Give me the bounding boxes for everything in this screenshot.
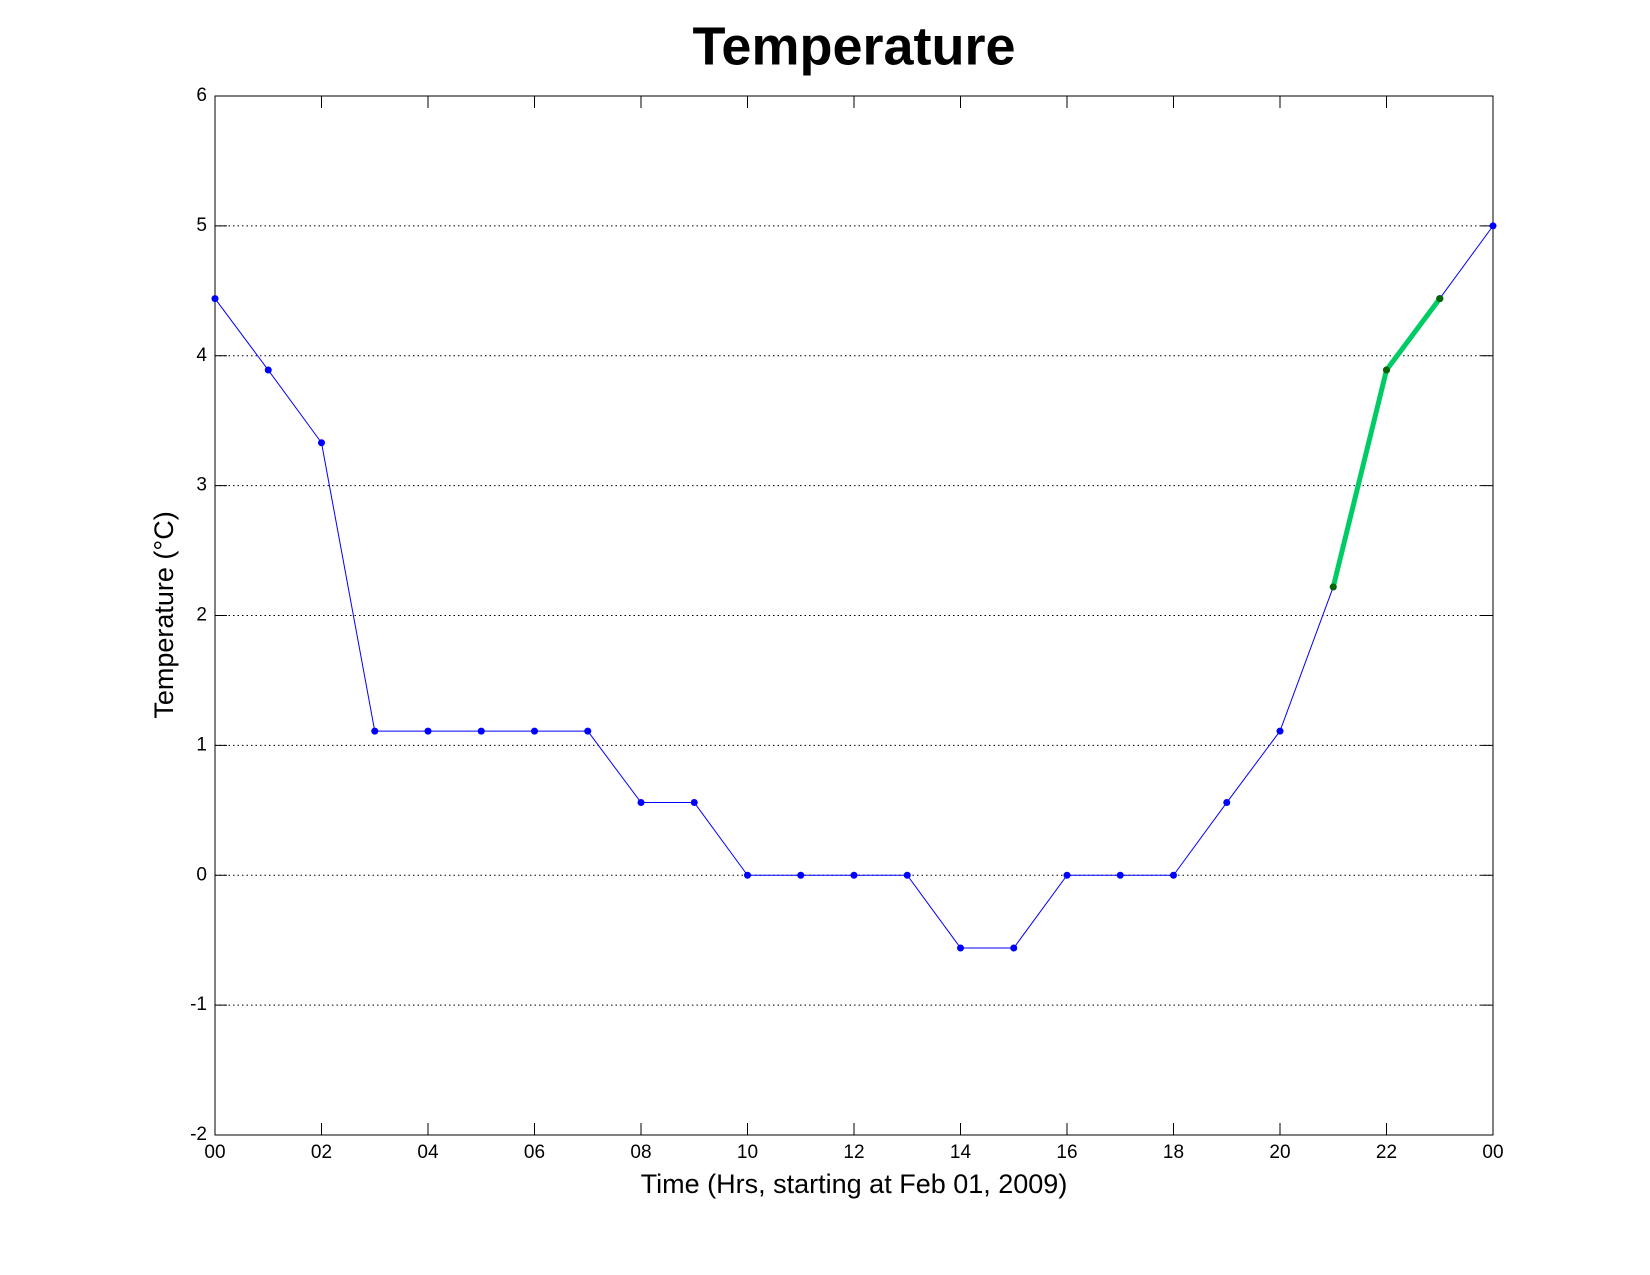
point bbox=[690, 799, 698, 807]
point bbox=[797, 871, 805, 879]
point bbox=[1489, 222, 1497, 230]
point bbox=[371, 727, 379, 735]
point bbox=[637, 799, 645, 807]
point bbox=[1276, 727, 1284, 735]
y-tick-label: -1 bbox=[190, 994, 207, 1015]
point bbox=[1329, 583, 1337, 591]
point bbox=[211, 295, 219, 303]
x-tick-label: 18 bbox=[1163, 1142, 1184, 1163]
point bbox=[1223, 799, 1231, 807]
y-tick-label: 0 bbox=[196, 864, 207, 885]
y-tick-label: 3 bbox=[196, 475, 207, 496]
point bbox=[903, 871, 911, 879]
x-tick-label: 14 bbox=[950, 1142, 972, 1163]
y-tick-label: 5 bbox=[196, 215, 207, 236]
x-tick-label: 20 bbox=[1269, 1142, 1290, 1163]
point bbox=[744, 871, 751, 879]
chart-title: Temperature bbox=[692, 16, 1015, 76]
point bbox=[584, 727, 592, 735]
point bbox=[1383, 366, 1390, 374]
point bbox=[1010, 944, 1018, 952]
point bbox=[1063, 871, 1071, 879]
y-tick-label: 6 bbox=[196, 85, 207, 106]
point bbox=[264, 366, 272, 374]
point bbox=[477, 727, 485, 735]
x-axis-label: Time (Hrs, starting at Feb 01, 2009) bbox=[641, 1169, 1068, 1199]
x-tick-label: 08 bbox=[630, 1142, 651, 1163]
x-tick-label: 10 bbox=[737, 1142, 758, 1163]
x-tick-label: 00 bbox=[204, 1142, 225, 1163]
x-tick-label: 04 bbox=[417, 1142, 439, 1163]
x-tick-label: 02 bbox=[311, 1142, 332, 1163]
point bbox=[424, 727, 432, 735]
point bbox=[318, 439, 325, 447]
point bbox=[1116, 871, 1124, 879]
y-tick-label: -2 bbox=[190, 1124, 207, 1145]
x-tick-label: 12 bbox=[843, 1142, 864, 1163]
y-axis-label: Temperature (°C) bbox=[149, 511, 179, 718]
x-tick-label: 00 bbox=[1482, 1142, 1503, 1163]
point bbox=[957, 944, 964, 952]
point bbox=[1170, 871, 1177, 879]
x-tick-label: 16 bbox=[1056, 1142, 1077, 1163]
y-tick-label: 2 bbox=[196, 605, 207, 626]
point bbox=[850, 871, 858, 879]
x-tick-label: 06 bbox=[524, 1142, 545, 1163]
point bbox=[1436, 295, 1444, 303]
point bbox=[531, 727, 538, 735]
y-tick-label: 1 bbox=[196, 734, 207, 755]
plot-frame bbox=[214, 95, 1494, 1136]
x-tick-label: 22 bbox=[1376, 1142, 1397, 1163]
y-tick-label: 4 bbox=[196, 345, 207, 366]
